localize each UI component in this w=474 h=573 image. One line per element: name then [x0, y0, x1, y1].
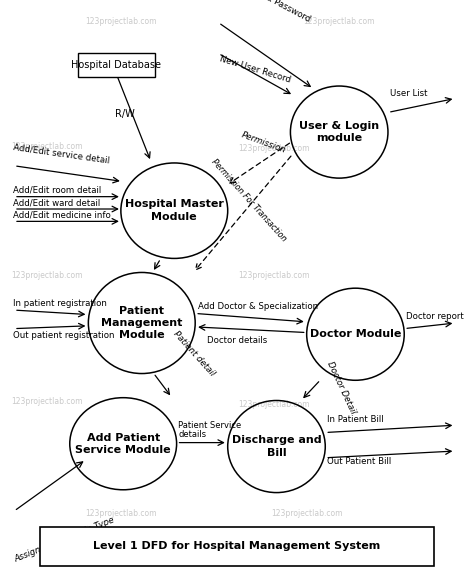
Text: Add/Edit ward detail: Add/Edit ward detail: [13, 198, 100, 207]
Text: Hospital Database: Hospital Database: [71, 60, 161, 70]
Text: Patient Service
details: Patient Service details: [179, 421, 242, 439]
Text: Out patient registration: Out patient registration: [13, 331, 115, 340]
Text: 123projectlab.com: 123projectlab.com: [85, 509, 156, 519]
Text: Patient detail: Patient detail: [171, 329, 216, 378]
FancyBboxPatch shape: [78, 53, 155, 77]
Text: 123projectlab.com: 123projectlab.com: [85, 17, 156, 26]
Text: 123projectlab.com: 123projectlab.com: [271, 509, 342, 519]
Text: Assign Membership Type: Assign Membership Type: [13, 516, 116, 564]
Text: Hospital Master
Module: Hospital Master Module: [125, 199, 224, 222]
Text: User List: User List: [390, 89, 428, 98]
Text: Out Patient Bill: Out Patient Bill: [327, 457, 392, 466]
Text: Patient
Management
Module: Patient Management Module: [101, 305, 182, 340]
Text: Doctor details: Doctor details: [207, 336, 267, 345]
Text: In Patient Bill: In Patient Bill: [327, 415, 384, 424]
Text: Permission: Permission: [240, 130, 287, 155]
Text: Doctor Module: Doctor Module: [310, 329, 401, 339]
Text: Add/Edit room detail: Add/Edit room detail: [13, 186, 101, 195]
Text: 123projectlab.com: 123projectlab.com: [238, 400, 310, 409]
Text: Permission For Transaction: Permission For Transaction: [210, 157, 288, 243]
FancyBboxPatch shape: [39, 527, 434, 566]
Text: 123projectlab.com: 123projectlab.com: [238, 144, 310, 154]
Text: Add/Edit service detail: Add/Edit service detail: [13, 142, 110, 164]
Text: User Name & Password: User Name & Password: [219, 0, 312, 23]
Text: 123projectlab.com: 123projectlab.com: [11, 397, 82, 406]
Text: User & Login
module: User & Login module: [299, 121, 379, 143]
Text: Level 1 DFD for Hospital Management System: Level 1 DFD for Hospital Management Syst…: [93, 541, 381, 551]
Text: Discharge and
Bill: Discharge and Bill: [232, 435, 321, 458]
Text: Doctor report: Doctor report: [406, 312, 464, 321]
Text: 123projectlab.com: 123projectlab.com: [11, 271, 82, 280]
Text: In patient registration: In patient registration: [13, 299, 107, 308]
Text: 123projectlab.com: 123projectlab.com: [11, 142, 82, 151]
Text: 123projectlab.com: 123projectlab.com: [238, 271, 310, 280]
Text: Add Doctor & Specialization: Add Doctor & Specialization: [198, 301, 318, 311]
Text: Add Patient
Service Module: Add Patient Service Module: [75, 433, 171, 455]
Text: 123projectlab.com: 123projectlab.com: [303, 17, 375, 26]
Text: New User Record: New User Record: [219, 54, 292, 85]
Text: Add/Edit medicine info: Add/Edit medicine info: [13, 211, 111, 219]
Text: Doctor Detail: Doctor Detail: [325, 360, 357, 415]
Text: R/W: R/W: [115, 108, 135, 119]
